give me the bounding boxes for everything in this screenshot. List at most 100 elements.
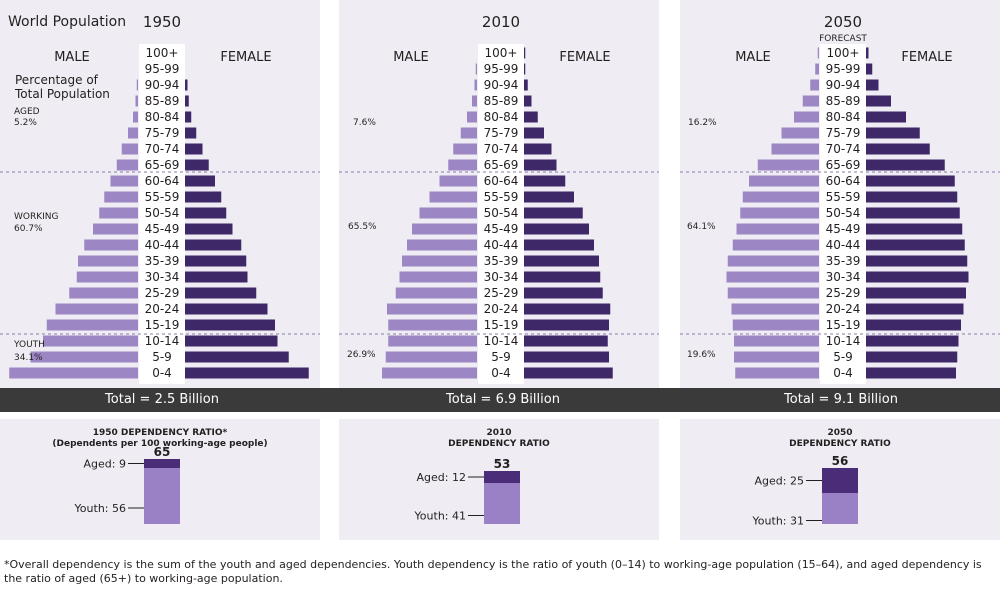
- youth-label-1950: YOUTH: [14, 340, 45, 350]
- age-group-label: 20-24: [484, 302, 519, 316]
- male-bar: [387, 303, 477, 315]
- male-bar: [781, 127, 819, 139]
- female-bar: [866, 143, 930, 155]
- working-pct-2050: 64.1%: [687, 222, 716, 232]
- age-group-label: 65-69: [826, 158, 861, 172]
- female-bar: [524, 239, 594, 251]
- female-bar: [185, 367, 309, 379]
- dependency-title-line: DEPENDENCY RATIO: [448, 439, 550, 449]
- female-label: FEMALE: [901, 50, 952, 65]
- female-bar: [866, 95, 891, 107]
- aged-dependency-bar: [822, 468, 858, 493]
- female-bar: [185, 111, 192, 123]
- age-group-label: 35-39: [145, 254, 180, 268]
- age-group-label: 60-64: [826, 174, 861, 188]
- age-group-label: 5-9: [833, 350, 853, 364]
- female-bar: [524, 367, 613, 379]
- male-bar: [116, 159, 138, 171]
- male-bar: [740, 207, 819, 219]
- female-bar: [866, 335, 959, 347]
- youth-dependency-bar: [822, 493, 858, 524]
- age-group-label: 40-44: [826, 238, 861, 252]
- male-bar: [9, 367, 138, 379]
- male-bar: [30, 351, 138, 363]
- age-group-label: 10-14: [484, 334, 519, 348]
- female-bar: [185, 319, 275, 331]
- female-label: FEMALE: [559, 50, 610, 65]
- aged-dependency-label: Aged: 25: [755, 475, 804, 488]
- female-bar: [866, 239, 965, 251]
- female-bar: [524, 79, 528, 91]
- male-bar: [734, 351, 819, 363]
- female-bar: [185, 303, 268, 315]
- male-bar: [135, 95, 138, 107]
- male-bar: [388, 319, 477, 331]
- female-bar: [524, 287, 603, 299]
- year-label: 1950: [143, 13, 181, 31]
- female-bar: [524, 319, 609, 331]
- female-bar: [524, 207, 583, 219]
- male-bar: [726, 271, 819, 283]
- age-label-column: [478, 44, 524, 384]
- female-bar: [185, 159, 209, 171]
- age-group-label: 80-84: [484, 110, 519, 124]
- male-bar: [76, 271, 138, 283]
- male-bar: [727, 255, 819, 267]
- age-group-label: 15-19: [484, 318, 519, 332]
- age-group-label: 0-4: [833, 366, 853, 380]
- female-bar: [185, 207, 227, 219]
- youth-pct-2050: 19.6%: [687, 350, 716, 360]
- female-bar: [866, 111, 906, 123]
- age-group-label: 85-89: [826, 94, 861, 108]
- youth-dependency-label: Youth: 41: [414, 510, 466, 523]
- age-group-label: 55-59: [145, 190, 180, 204]
- dependency-bars: 65 Aged: 9 Youth: 56 53 Aged: 12 Youth: 41 56 A…: [74, 445, 858, 528]
- male-bar: [388, 335, 477, 347]
- age-group-label: 35-39: [484, 254, 519, 268]
- age-group-label: 25-29: [826, 286, 861, 300]
- age-group-label: 95-99: [484, 62, 519, 76]
- age-group-label: 70-74: [145, 142, 180, 156]
- female-bar: [866, 159, 945, 171]
- female-bar: [524, 271, 601, 283]
- female-bar: [866, 63, 873, 75]
- male-bar: [93, 223, 138, 235]
- female-bar: [866, 191, 958, 203]
- male-bar: [460, 127, 477, 139]
- total-2010: Total = 6.9 Billion: [446, 392, 560, 407]
- female-bar: [185, 95, 189, 107]
- age-group-label: 40-44: [484, 238, 519, 252]
- male-label: MALE: [393, 50, 429, 65]
- aged-dependency-label: Aged: 9: [84, 458, 126, 471]
- male-bar: [407, 239, 477, 251]
- aged-pct-1950: 5.2%: [14, 118, 37, 128]
- male-bar: [128, 127, 138, 139]
- dependency-total-value: 65: [154, 445, 171, 459]
- female-bar: [524, 255, 599, 267]
- female-bar: [524, 159, 557, 171]
- female-bar: [185, 255, 247, 267]
- age-group-label: 10-14: [826, 334, 861, 348]
- male-bar: [453, 143, 477, 155]
- male-bar: [467, 111, 477, 123]
- male-bar: [732, 239, 819, 251]
- age-group-label: 50-54: [484, 206, 519, 220]
- male-bar: [817, 47, 819, 59]
- youth-pct-2010: 26.9%: [347, 350, 376, 360]
- youth-dependency-label: Youth: 56: [74, 502, 126, 515]
- male-bar: [78, 255, 138, 267]
- female-bar: [185, 351, 289, 363]
- male-bar: [742, 191, 819, 203]
- male-bar: [84, 239, 138, 251]
- age-group-label: 20-24: [826, 302, 861, 316]
- female-bar: [524, 335, 608, 347]
- dependency-title-line: 2010: [486, 428, 512, 438]
- male-bar: [727, 287, 819, 299]
- age-group-label: 10-14: [145, 334, 180, 348]
- aged-dependency-bar: [144, 459, 180, 468]
- dependency-total-value: 53: [494, 457, 511, 471]
- male-bar: [385, 351, 477, 363]
- age-group-label: 65-69: [484, 158, 519, 172]
- age-group-label: 55-59: [484, 190, 519, 204]
- female-bar: [524, 351, 609, 363]
